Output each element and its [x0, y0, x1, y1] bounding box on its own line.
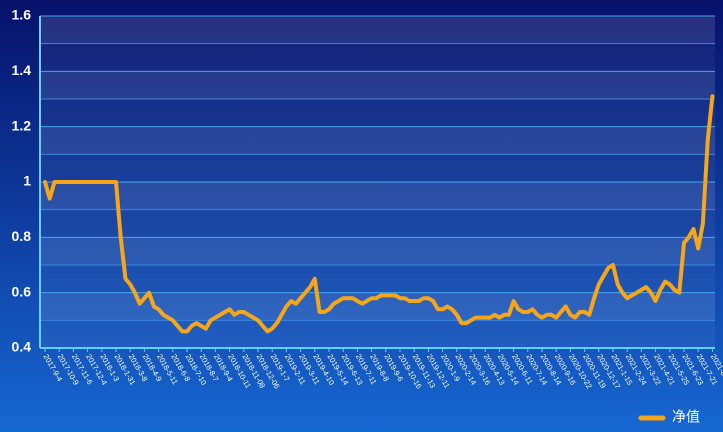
y-tick-label: 1.6 — [12, 7, 32, 23]
band — [40, 154, 715, 182]
band — [40, 182, 715, 210]
y-tick-label: 0.6 — [12, 283, 32, 299]
band — [40, 71, 715, 99]
y-tick-label: 1 — [23, 173, 31, 189]
band — [40, 209, 715, 238]
band — [40, 99, 715, 127]
legend-label: 净值 — [672, 409, 700, 425]
y-tick-label: 0.4 — [12, 339, 32, 355]
band — [40, 320, 715, 348]
band — [40, 126, 715, 155]
band — [40, 237, 715, 265]
band — [40, 43, 715, 72]
y-tick-label: 1.4 — [12, 62, 32, 78]
line-series — [43, 94, 715, 334]
y-tick-label: 1.2 — [12, 117, 32, 133]
band — [40, 16, 715, 44]
y-tick-label: 0.8 — [12, 228, 32, 244]
